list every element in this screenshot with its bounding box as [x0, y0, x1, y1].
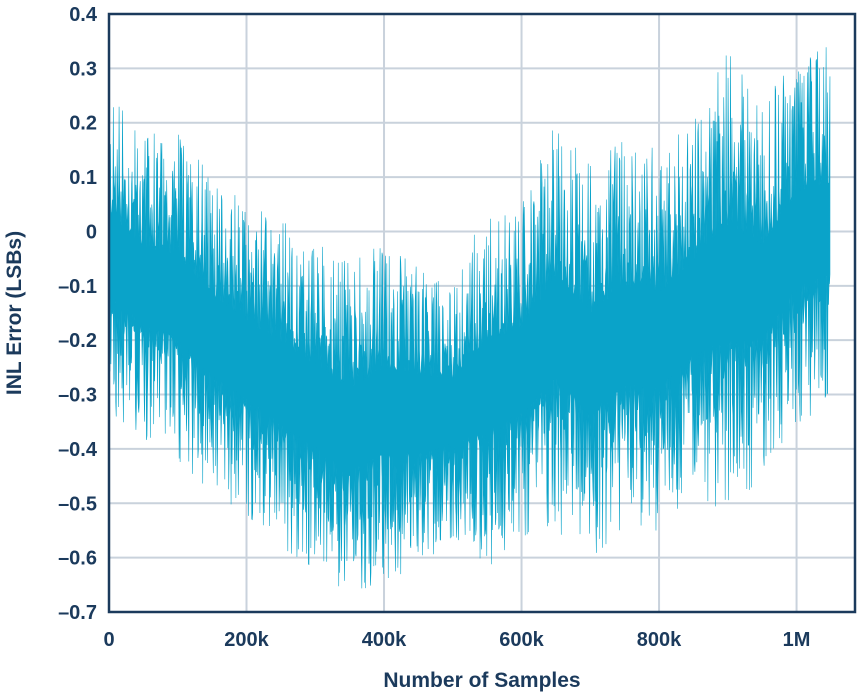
y-tick-label: –0.6 — [58, 548, 97, 570]
y-tick-label: –0.7 — [58, 602, 97, 624]
y-tick-label: 0.3 — [69, 58, 97, 80]
plot-frame — [107, 12, 857, 614]
y-tick-label: 0.4 — [69, 4, 98, 26]
y-tick-label: 0.1 — [69, 167, 97, 189]
y-tick-labels: 0.4 0.3 0.2 0.1 0 –0.1 –0.2 –0.3 –0.4 –0.5 –0.6 –0.… — [58, 4, 98, 624]
x-tick-label: 0 — [103, 629, 114, 651]
x-tick-label: 800k — [637, 629, 682, 651]
x-tick-label: 600k — [499, 629, 544, 651]
y-axis-label: INL Error (LSBs) — [3, 231, 26, 395]
y-tick-label: –0.4 — [58, 439, 98, 461]
x-axis-label: Number of Samples — [383, 669, 580, 692]
x-tick-label: 200k — [224, 629, 269, 651]
x-tick-label: 1M — [783, 629, 811, 651]
y-tick-label: –0.5 — [58, 493, 97, 515]
y-tick-label: 0 — [86, 221, 97, 243]
y-tick-label: 0.2 — [69, 113, 97, 135]
series-area — [108, 47, 831, 589]
inl-error-band — [108, 47, 831, 589]
x-tick-labels: 0 200k 400k 600k 800k 1M — [103, 629, 810, 651]
y-tick-label: –0.1 — [58, 276, 97, 298]
y-tick-label: –0.3 — [58, 385, 97, 407]
y-tick-label: –0.2 — [58, 330, 97, 352]
x-tick-label: 400k — [362, 629, 407, 651]
